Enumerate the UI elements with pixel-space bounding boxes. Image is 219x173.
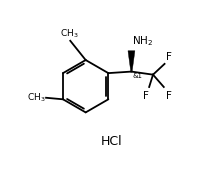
- Polygon shape: [128, 51, 135, 71]
- Text: CH$_3$: CH$_3$: [27, 92, 45, 104]
- Text: CH$_3$: CH$_3$: [60, 28, 79, 40]
- Text: HCl: HCl: [101, 135, 123, 148]
- Text: F: F: [143, 91, 149, 101]
- Text: F: F: [166, 91, 172, 101]
- Text: &1: &1: [133, 73, 143, 79]
- Text: F: F: [166, 52, 172, 62]
- Text: NH$_2$: NH$_2$: [132, 34, 153, 48]
